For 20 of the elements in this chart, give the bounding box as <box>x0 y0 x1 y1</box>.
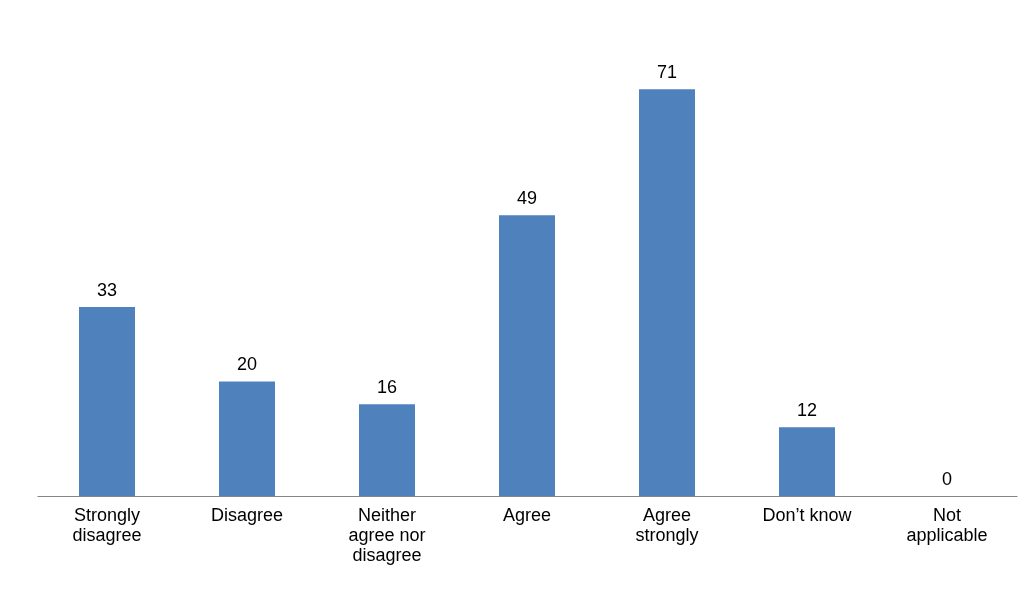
data-label: 16 <box>376 377 398 398</box>
data-label: 33 <box>96 279 118 300</box>
x-tick-label: Neither agree nor disagree <box>348 504 426 565</box>
bar <box>499 215 555 496</box>
x-tick-label: Disagree <box>210 504 284 525</box>
data-label: 12 <box>796 400 818 421</box>
bar <box>779 427 835 496</box>
x-tick-label: Strongly disagree <box>72 504 142 545</box>
x-tick-label: Don’t know <box>762 504 853 525</box>
bar <box>79 306 135 496</box>
data-label: 20 <box>236 354 258 375</box>
bar <box>359 404 415 496</box>
x-tick-label: Not applicable <box>906 504 988 545</box>
bar <box>219 381 275 496</box>
x-tick-label: Agree <box>502 504 552 525</box>
x-tick-label: Agree strongly <box>635 504 699 545</box>
data-label: 71 <box>656 62 678 83</box>
data-label: 49 <box>516 188 538 209</box>
bar <box>639 89 695 496</box>
data-label: 0 <box>941 469 953 489</box>
